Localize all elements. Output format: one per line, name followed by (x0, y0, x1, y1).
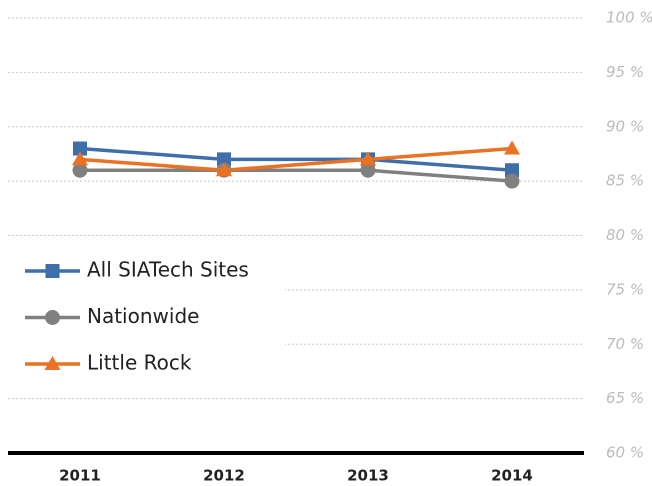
x-tick-label: 2011 (59, 467, 101, 485)
y-tick-label: 70 % (606, 335, 644, 353)
marker (216, 162, 232, 177)
x-tick-label: 2013 (347, 467, 389, 485)
legend-label: All SIATech Sites (87, 258, 249, 282)
y-tick-label: 90 % (606, 117, 644, 135)
legend-label: Nationwide (87, 304, 199, 328)
y-tick-label: 80 % (606, 226, 644, 244)
line (79, 146, 513, 173)
marker (504, 140, 520, 155)
legend-label: Little Rock (87, 351, 192, 375)
y-tick-label: 65 % (606, 389, 644, 407)
marker (72, 162, 88, 178)
marker (44, 356, 61, 370)
marker (45, 264, 60, 278)
marker (73, 141, 87, 156)
marker (360, 162, 376, 178)
y-tick-label: 85 % (606, 172, 644, 190)
marker (505, 163, 519, 178)
line (80, 168, 513, 183)
y-tick-label: 60 % (606, 444, 644, 462)
y-tick-label: 95 % (606, 63, 644, 81)
y-tick-label: 75 % (606, 280, 644, 298)
marker (217, 152, 231, 167)
x-tick-label: 2012 (203, 467, 245, 485)
marker (72, 151, 88, 166)
marker (360, 151, 376, 166)
x-tick-label: 2014 (491, 467, 533, 485)
marker (45, 310, 60, 325)
line (79, 146, 513, 172)
marker (504, 173, 520, 189)
y-tick-label: 100 % (606, 9, 652, 27)
